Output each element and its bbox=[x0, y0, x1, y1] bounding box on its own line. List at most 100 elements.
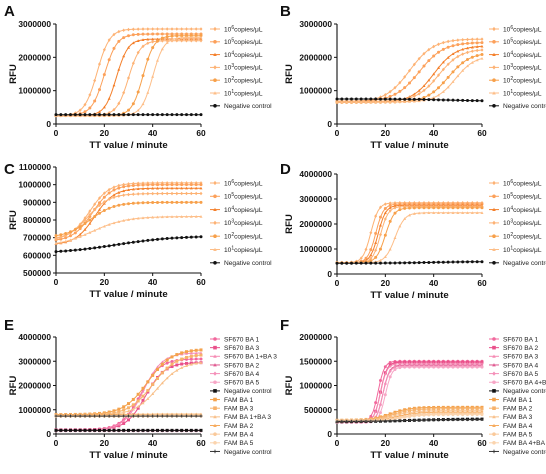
data-point bbox=[59, 428, 63, 432]
data-point bbox=[180, 428, 184, 432]
data-point bbox=[422, 413, 426, 417]
data-point bbox=[437, 365, 440, 369]
legend-label-unit: copies/μL bbox=[513, 247, 542, 254]
legend-label-base: 10 bbox=[224, 194, 232, 201]
legend-label-exponent: 1 bbox=[510, 245, 513, 251]
data-point bbox=[432, 409, 436, 413]
data-point bbox=[151, 238, 155, 242]
legend-item: SF670 BA 5 bbox=[489, 371, 539, 378]
data-point bbox=[393, 365, 397, 370]
data-point bbox=[102, 191, 106, 196]
data-point bbox=[199, 215, 203, 218]
data-point bbox=[446, 45, 450, 49]
data-point bbox=[175, 27, 179, 31]
data-point bbox=[427, 59, 431, 63]
legend-swatch-marker bbox=[492, 247, 496, 251]
x-axis-title: TT value / minute bbox=[370, 450, 448, 461]
data-point bbox=[175, 368, 179, 372]
data-point bbox=[393, 410, 397, 414]
legend-item: 103copies/μL bbox=[210, 63, 263, 72]
data-point bbox=[175, 191, 179, 196]
data-point bbox=[427, 78, 431, 82]
data-point bbox=[379, 419, 382, 423]
data-point bbox=[127, 182, 130, 186]
data-point bbox=[408, 213, 411, 217]
legend-label-exponent: 5 bbox=[231, 38, 234, 44]
data-point bbox=[470, 206, 474, 210]
data-point bbox=[180, 183, 184, 187]
x-tick-label: 60 bbox=[196, 128, 206, 138]
data-point bbox=[185, 37, 188, 41]
data-point bbox=[136, 90, 140, 94]
data-point bbox=[165, 200, 169, 204]
legend-label-base: 10 bbox=[224, 220, 232, 227]
legend-label-exponent: 4 bbox=[231, 50, 234, 56]
data-point bbox=[417, 407, 421, 411]
data-point bbox=[88, 212, 92, 217]
legend-swatch-marker bbox=[492, 91, 496, 95]
legend-label: FAM BA 2 bbox=[224, 423, 254, 430]
data-point bbox=[369, 230, 373, 235]
data-point bbox=[185, 364, 188, 367]
y-tick-label: 0 bbox=[327, 429, 332, 439]
data-point bbox=[383, 97, 387, 101]
data-point bbox=[403, 409, 407, 413]
data-point bbox=[165, 237, 169, 241]
data-point bbox=[345, 261, 349, 265]
data-point bbox=[83, 228, 87, 231]
data-point bbox=[170, 186, 174, 190]
data-point bbox=[470, 413, 474, 417]
data-point bbox=[383, 206, 387, 210]
data-point bbox=[122, 28, 126, 33]
data-point bbox=[141, 191, 145, 196]
legend-item: 102copies/μL bbox=[489, 232, 542, 241]
data-point bbox=[470, 211, 474, 214]
panel-label: C bbox=[4, 161, 15, 178]
legend-label-exponent: 4 bbox=[231, 205, 234, 211]
data-point bbox=[64, 249, 68, 253]
x-axis-title: TT value / minute bbox=[370, 140, 448, 151]
legend-label: Negative control bbox=[224, 388, 272, 395]
data-point bbox=[470, 418, 474, 422]
legend-label: FAM BA 4 bbox=[224, 431, 254, 438]
legend-label-unit: copies/μL bbox=[513, 220, 542, 227]
data-point bbox=[422, 409, 426, 413]
data-point bbox=[470, 99, 474, 103]
data-point bbox=[466, 362, 469, 365]
data-point bbox=[451, 44, 455, 48]
legend-swatch-marker bbox=[213, 247, 217, 251]
data-point bbox=[141, 183, 145, 187]
y-tick-label: 4000000 bbox=[18, 332, 51, 342]
data-point bbox=[83, 414, 87, 418]
data-point bbox=[170, 215, 174, 218]
data-point bbox=[165, 191, 169, 196]
data-point bbox=[151, 191, 155, 196]
data-point bbox=[189, 235, 193, 239]
data-point bbox=[131, 33, 135, 37]
legend-item: 106copies/μL bbox=[210, 25, 263, 33]
x-tick-label: 60 bbox=[477, 278, 487, 288]
legend-item: SF670 BA 2 bbox=[489, 345, 539, 352]
y-tick-label: 500000 bbox=[23, 268, 51, 278]
legend-item: SF670 BA 4 bbox=[210, 371, 260, 378]
data-point bbox=[456, 407, 460, 411]
data-point bbox=[189, 38, 193, 43]
legend-item: SF670 BA 5 bbox=[210, 380, 260, 387]
data-point bbox=[199, 191, 203, 196]
data-point bbox=[461, 52, 465, 56]
data-point bbox=[88, 209, 92, 213]
data-point bbox=[175, 34, 179, 38]
data-point bbox=[127, 113, 130, 117]
data-point bbox=[141, 239, 145, 243]
data-point bbox=[461, 365, 465, 369]
legend-label-unit: copies/μL bbox=[234, 26, 263, 33]
data-point bbox=[112, 414, 116, 418]
data-point bbox=[78, 414, 82, 418]
y-tick-label: 3000000 bbox=[18, 19, 51, 29]
data-point bbox=[359, 256, 363, 260]
data-point bbox=[379, 402, 382, 407]
legend-swatch-marker bbox=[492, 449, 496, 454]
data-point bbox=[480, 362, 484, 365]
data-point bbox=[393, 92, 397, 96]
legend-label-base: 10 bbox=[503, 180, 511, 187]
